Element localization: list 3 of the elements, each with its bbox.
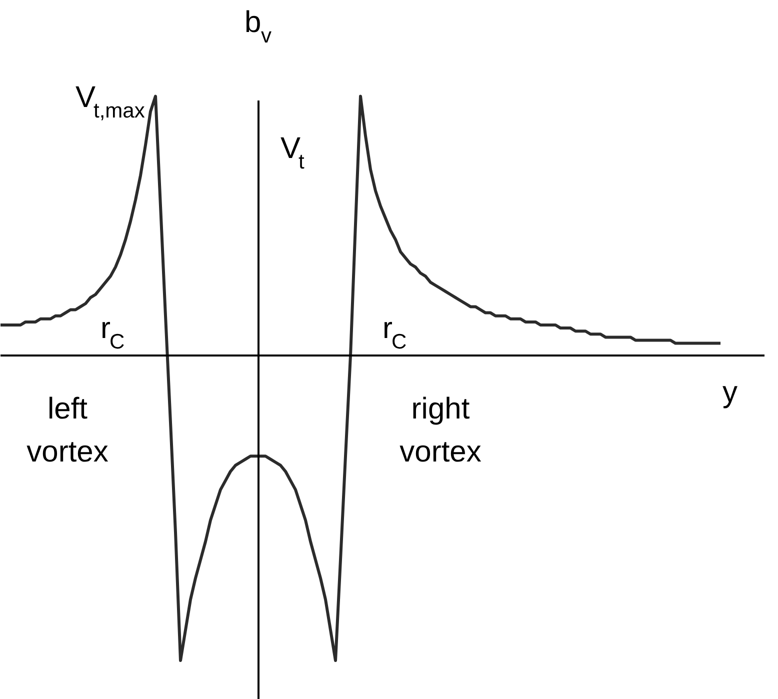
annotation: right vortex (400, 392, 482, 468)
annotation: left vortex (26, 392, 108, 468)
x-axis-title: y (722, 376, 738, 409)
